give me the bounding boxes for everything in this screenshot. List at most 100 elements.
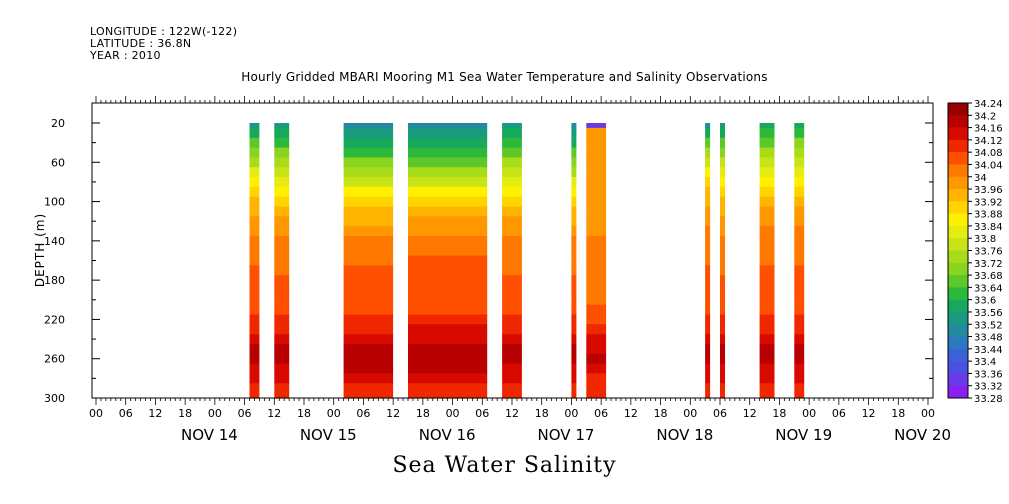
data-cell xyxy=(274,186,290,198)
data-cell xyxy=(343,294,394,306)
data-cell xyxy=(408,265,488,276)
x-hour-label: 00 xyxy=(327,407,341,420)
x-hour-label: 18 xyxy=(297,407,311,420)
data-cell xyxy=(249,275,260,286)
data-cell xyxy=(343,314,394,325)
data-cell xyxy=(705,245,711,257)
data-cell xyxy=(759,226,775,237)
colorbar-swatch xyxy=(948,299,968,313)
data-cell xyxy=(759,216,775,227)
data-cell xyxy=(571,353,577,365)
data-cell xyxy=(705,383,711,394)
x-hour-label: 18 xyxy=(654,407,668,420)
data-cell xyxy=(759,147,775,158)
data-cell xyxy=(408,123,488,129)
colorbar-label: 33.64 xyxy=(974,283,1003,294)
data-cell xyxy=(408,393,488,399)
data-cell xyxy=(249,147,260,158)
latitude-label: LATITUDE : 36.8N xyxy=(90,37,192,50)
data-cell xyxy=(759,186,775,198)
colorbar-label: 33.96 xyxy=(974,185,1003,196)
data-cell xyxy=(343,344,394,355)
x-hour-label: 00 xyxy=(683,407,697,420)
data-cell xyxy=(720,186,725,198)
data-cell xyxy=(705,216,711,227)
data-cell xyxy=(343,186,394,198)
x-hour-label: 06 xyxy=(119,407,133,420)
data-cell xyxy=(408,206,488,217)
data-cell xyxy=(794,265,805,276)
data-cell xyxy=(720,245,725,257)
x-day-label: NOV 20 xyxy=(894,426,951,444)
data-cell xyxy=(274,294,290,306)
colorbar-label: 33.8 xyxy=(974,234,996,245)
data-cell xyxy=(408,226,488,237)
data-cell xyxy=(586,373,607,384)
x-hour-label: 06 xyxy=(713,407,727,420)
data-cell xyxy=(705,235,711,247)
data-cell xyxy=(408,363,488,374)
data-cell xyxy=(705,275,711,286)
data-cell xyxy=(759,123,775,129)
data-cell xyxy=(571,363,577,374)
x-hour-label: 12 xyxy=(505,407,519,420)
data-cell xyxy=(794,255,805,266)
data-cell xyxy=(502,196,522,208)
data-cell xyxy=(571,167,577,178)
data-cell xyxy=(586,393,607,399)
colorbar-swatch xyxy=(948,336,968,350)
x-hour-label: 12 xyxy=(267,407,281,420)
longitude-label: LONGITUDE : 122W(-122) xyxy=(90,25,238,38)
colorbar-swatch xyxy=(948,324,968,337)
data-cell xyxy=(571,334,577,345)
data-cell xyxy=(571,186,577,198)
data-cell xyxy=(586,334,607,345)
data-cell xyxy=(759,255,775,266)
data-cell xyxy=(343,383,394,394)
data-cell xyxy=(502,255,522,266)
data-cell xyxy=(759,344,775,355)
colorbar-swatch xyxy=(948,311,968,325)
colorbar-label: 34.24 xyxy=(974,99,1003,110)
data-cell xyxy=(705,196,711,208)
data-cell xyxy=(794,206,805,217)
data-cell xyxy=(571,255,577,266)
y-tick-label: 140 xyxy=(44,235,65,248)
data-cell xyxy=(249,314,260,325)
data-cell xyxy=(794,137,805,149)
data-cell xyxy=(759,324,775,335)
data-cell xyxy=(274,285,290,296)
data-cell xyxy=(249,255,260,266)
data-cell xyxy=(502,294,522,306)
data-cell xyxy=(720,344,725,355)
data-cell xyxy=(759,235,775,247)
x-hour-label: 18 xyxy=(772,407,786,420)
colorbar-label: 33.84 xyxy=(974,222,1003,233)
data-cell xyxy=(343,363,394,374)
data-cell xyxy=(705,393,711,399)
data-cell xyxy=(571,235,577,247)
data-cell xyxy=(586,123,607,129)
data-cell xyxy=(720,285,725,296)
data-cell xyxy=(586,167,607,178)
data-cell xyxy=(249,294,260,306)
data-cell xyxy=(502,245,522,257)
data-cell xyxy=(502,177,522,188)
data-cell xyxy=(705,304,711,316)
data-cell xyxy=(408,324,488,335)
data-cell xyxy=(343,147,394,158)
colorbar-swatch xyxy=(948,164,968,178)
data-cell xyxy=(586,147,607,158)
colorbar-label: 34.12 xyxy=(974,136,1003,147)
colorbar-label: 33.44 xyxy=(974,345,1003,356)
data-cell xyxy=(502,334,522,345)
data-cell xyxy=(502,383,522,394)
colorbar-label: 34 xyxy=(974,173,987,184)
data-cell xyxy=(274,255,290,266)
colorbar-swatch xyxy=(948,115,968,128)
data-cell xyxy=(502,235,522,247)
data-cell xyxy=(249,324,260,335)
data-cell xyxy=(705,177,711,188)
data-cell xyxy=(571,137,577,149)
data-cell xyxy=(343,157,394,168)
